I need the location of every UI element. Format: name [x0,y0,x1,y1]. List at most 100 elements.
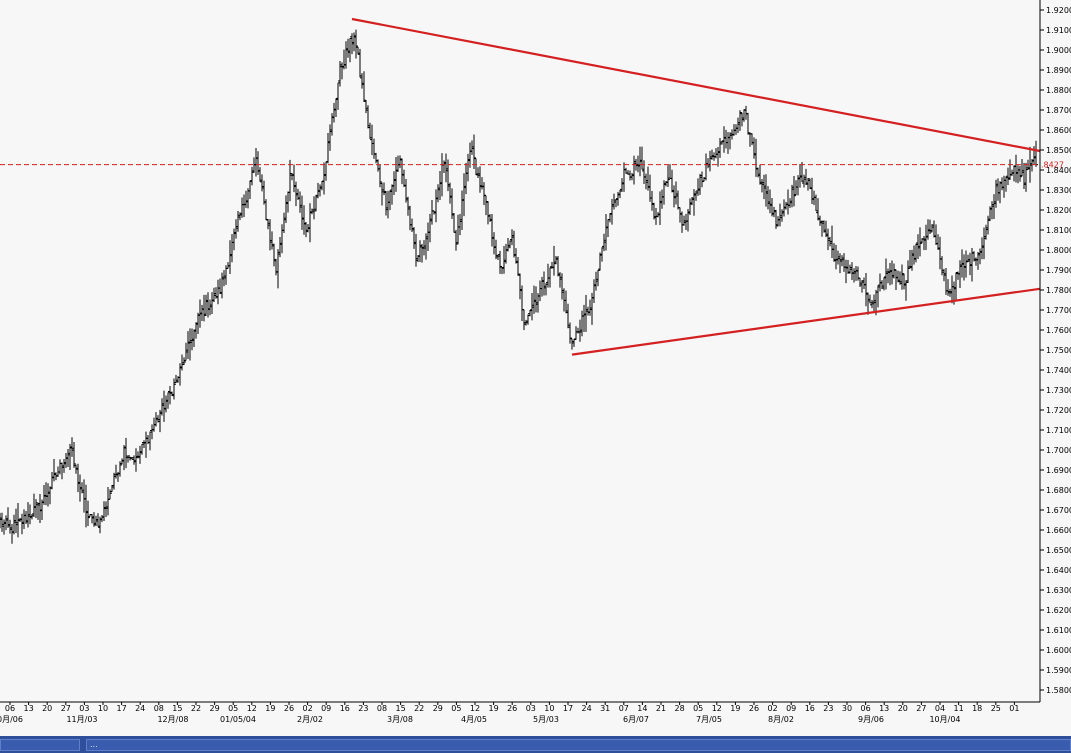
x-month-label: 11月/03 [66,715,97,724]
x-tick-label: 12 [712,704,722,713]
x-tick-label: 07 [619,704,629,713]
x-axis: 06 13 20 27 03 10 17 24 08 15 22 29 05 12 19 26 02 09 16 23… [0,701,1040,724]
x-tick-label: 24 [582,704,592,713]
x-tick-label: 15 [172,704,182,713]
x-tick-label: 09 [786,704,796,713]
x-tick-label: 03 [526,704,536,713]
y-tick-label: 1.7900 [1046,266,1071,275]
x-tick-label: 17 [117,704,127,713]
x-tick-label: 13 [879,704,889,713]
x-tick-label: 30 [842,704,852,713]
y-tick-label: 1.7200 [1046,406,1071,415]
y-tick-label: 1.6400 [1046,566,1071,575]
current-price-label: .8427 [1041,161,1064,170]
x-tick-label: 21 [656,704,666,713]
x-month-label: 3月/08 [387,715,413,724]
y-tick-label: 1.6700 [1046,506,1071,515]
ohlc-bar [568,322,572,344]
y-tick-label: 1.6600 [1046,526,1071,535]
x-month-label: 7月/05 [696,715,722,724]
x-tick-label: 26 [507,704,517,713]
y-tick-label: 1.7100 [1046,426,1071,435]
x-tick-label: 10 [98,704,108,713]
ohlc-bar [172,378,176,400]
x-tick-label: 17 [563,704,573,713]
x-tick-label: 26 [749,704,759,713]
ohlc-bar [498,250,502,274]
x-tick-label: 26 [284,704,294,713]
x-tick-label: 27 [61,704,71,713]
x-month-label: 4月/05 [461,715,487,724]
ohlc-bar [1018,165,1022,182]
x-tick-label: 01 [1009,704,1019,713]
y-tick-label: 1.9100 [1046,26,1071,35]
y-tick-label: 1.8000 [1046,246,1071,255]
x-month-label: 10月/04 [929,715,960,724]
x-month-label: 8月/02 [768,715,794,724]
x-tick-label: 29 [433,704,443,713]
ohlc-bar [666,165,670,187]
current-price-line: .8427 [0,159,1071,170]
y-tick-label: 1.8600 [1046,126,1071,135]
x-tick-label: 15 [396,704,406,713]
ohlc-bar [700,171,704,188]
y-tick-label: 1.7700 [1046,306,1071,315]
x-tick-label: 10 [544,704,554,713]
x-tick-label: 08 [377,704,387,713]
ohlc-bar [72,442,76,468]
x-tick-label: 13 [24,704,34,713]
x-tick-label: 06 [5,704,15,713]
ohlc-bar [182,357,186,366]
x-tick-label: 12 [247,704,257,713]
trendline-support[interactable] [571,287,1041,356]
y-tick-label: 1.6200 [1046,606,1071,615]
x-tick-label: 11 [954,704,964,713]
ohlc-bar [86,500,90,526]
plot-background [0,0,1040,702]
ohlc-bar [126,455,130,463]
y-tick-label: 1.6900 [1046,466,1071,475]
x-month-label: 01/05/04 [220,715,256,724]
x-month-label: 2月/02 [297,715,323,724]
x-tick-label: 27 [916,704,926,713]
y-axis: 1.9200 1.9100 1.9000 1.8900 1.8800 1.8700 1.86… [1039,0,1071,702]
y-tick-label: 1.7300 [1046,386,1071,395]
y-tick-label: 1.8100 [1046,226,1071,235]
current-price-label-bg [1041,159,1071,170]
ohlc-bars [0,29,1038,544]
x-month-label: 9月/06 [858,715,884,724]
ohlc-bar [472,134,476,169]
y-tick-label: 1.7600 [1046,326,1071,335]
x-tick-label: 28 [675,704,685,713]
x-tick-label: 23 [358,704,368,713]
x-month-label: 12月/08 [157,715,188,724]
ohlc-bar [354,29,358,59]
x-tick-label: 20 [898,704,908,713]
status-bar: ... [0,736,1071,753]
x-tick-label: 05 [228,704,238,713]
ohlc-bar [792,176,796,207]
trendline-resistance[interactable] [351,17,1041,153]
x-tick-label: 20 [42,704,52,713]
x-tick-label: 24 [135,704,145,713]
x-tick-label: 22 [191,704,201,713]
y-tick-label: 1.6300 [1046,586,1071,595]
x-tick-label: 29 [210,704,220,713]
y-tick-label: 1.8300 [1046,186,1071,195]
x-month-label: 0月/06 [0,715,23,724]
x-tick-label: 23 [823,704,833,713]
x-tick-label: 19 [489,704,499,713]
x-tick-label: 12 [470,704,480,713]
y-tick-label: 1.6000 [1046,646,1071,655]
y-tick-label: 1.7500 [1046,346,1071,355]
trendlines [351,17,1041,356]
x-tick-label: 16 [805,704,815,713]
y-tick-label: 1.8800 [1046,86,1071,95]
y-tick-label: 1.6800 [1046,486,1071,495]
y-tick-label: 1.8400 [1046,166,1071,175]
y-tick-label: 1.9000 [1046,46,1071,55]
y-tick-label: 1.7400 [1046,366,1071,375]
x-tick-label: 19 [730,704,740,713]
x-tick-label: 16 [340,704,350,713]
x-tick-label: 31 [600,704,610,713]
